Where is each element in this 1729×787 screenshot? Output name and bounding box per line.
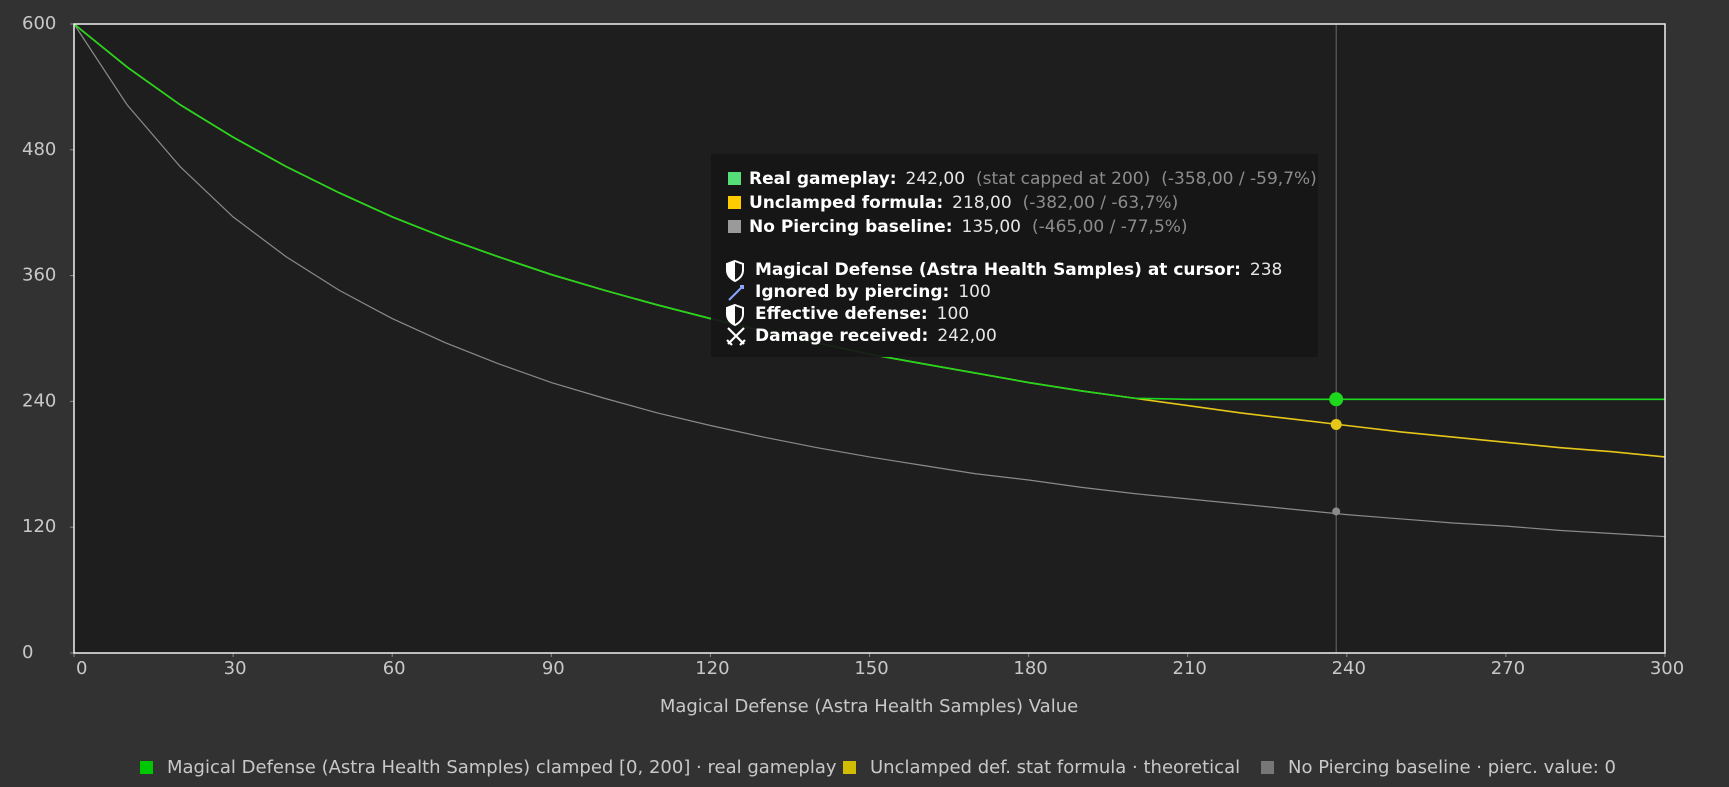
x-tick-label: 240: [1332, 658, 1366, 679]
tooltip-delta: (-382,00 / -63,7%): [1023, 193, 1179, 213]
legend-swatch: [843, 761, 856, 774]
shield-icon: [727, 305, 735, 325]
tooltip-value: 242,00: [906, 169, 965, 189]
tooltip-value: 238: [1250, 260, 1282, 280]
tooltip-detail: Damage received: 242,00: [755, 326, 997, 346]
pierce-icon: [728, 285, 744, 301]
y-tick-label: 480: [22, 139, 56, 160]
x-tick-label: 180: [1013, 658, 1047, 679]
tooltip-row: No Piercing baseline: 135,00 (-465,00 / -7…: [749, 217, 1188, 237]
x-tick-label: 270: [1491, 658, 1525, 679]
x-tick-label: 120: [695, 658, 729, 679]
tooltip-label: Unclamped formula:: [749, 193, 943, 213]
tooltip-label: Damage received:: [755, 326, 928, 346]
tooltip-value: 100: [937, 304, 969, 324]
x-tick-label: 300: [1650, 658, 1684, 679]
cursor-point: [1332, 507, 1341, 516]
x-tick-label: 210: [1173, 658, 1207, 679]
shield-icon: [727, 261, 735, 281]
legend-swatch: [140, 761, 153, 774]
legend-label: No Piercing baseline · pierc. value: 0: [1288, 757, 1616, 778]
legend: Magical Defense (Astra Health Samples) c…: [140, 757, 1616, 778]
tooltip-detail: Effective defense: 100: [755, 304, 969, 324]
tooltip-swatch: [728, 172, 741, 185]
y-tick-label: 360: [22, 265, 56, 286]
series-line: [73, 23, 1666, 538]
tooltip-swatch: [728, 196, 741, 209]
tooltip-value: 242,00: [937, 326, 996, 346]
x-tick-label: 150: [854, 658, 888, 679]
x-tick-label: 30: [224, 658, 247, 679]
cursor-point: [1330, 418, 1342, 430]
x-tick-label: 0: [76, 658, 87, 679]
tooltip-row: Real gameplay: 242,00 (stat capped at 200)…: [749, 169, 1317, 189]
tooltip-label: Ignored by piercing:: [755, 282, 949, 302]
swords-icon: [726, 327, 746, 346]
tooltip-label: No Piercing baseline:: [749, 217, 953, 237]
tooltip-box: [711, 154, 1318, 357]
x-tick-label: 60: [383, 658, 406, 679]
tooltip-value: 135,00: [962, 217, 1021, 237]
tooltip-detail: Magical Defense (Astra Health Samples) a…: [755, 260, 1282, 280]
tooltip-label: Real gameplay:: [749, 169, 897, 189]
x-tick-label: 90: [542, 658, 565, 679]
tooltip-delta: (-358,00 / -59,7%): [1161, 169, 1317, 189]
cursor-point: [1329, 392, 1344, 407]
plot-border: [73, 23, 1666, 654]
tooltip-detail: Ignored by piercing: 100: [755, 282, 991, 302]
tooltip-note: (stat capped at 200): [976, 169, 1150, 189]
tooltip-row: Unclamped formula: 218,00 (-382,00 / -63,7…: [749, 193, 1178, 213]
tooltip-label: Effective defense:: [755, 304, 928, 324]
tooltip-delta: (-465,00 / -77,5%): [1032, 217, 1188, 237]
tooltip-label: Magical Defense (Astra Health Samples) a…: [755, 260, 1241, 280]
legend-label: Unclamped def. stat formula · theoretica…: [870, 757, 1240, 778]
tooltip: Real gameplay: 242,00 (stat capped at 200)…: [711, 154, 1318, 357]
x-axis-title: Magical Defense (Astra Health Samples) V…: [660, 696, 1078, 717]
legend-swatch: [1261, 761, 1274, 774]
y-tick-label: 600: [22, 13, 56, 34]
y-tick-label: 240: [22, 390, 56, 411]
grid: [70, 23, 1666, 657]
legend-label: Magical Defense (Astra Health Samples) c…: [167, 757, 837, 778]
tooltip-value: 218,00: [952, 193, 1011, 213]
tooltip-swatch: [728, 220, 741, 233]
y-tick-label: 120: [22, 516, 56, 537]
tooltip-value: 100: [958, 282, 990, 302]
y-tick-label: 0: [22, 642, 33, 663]
